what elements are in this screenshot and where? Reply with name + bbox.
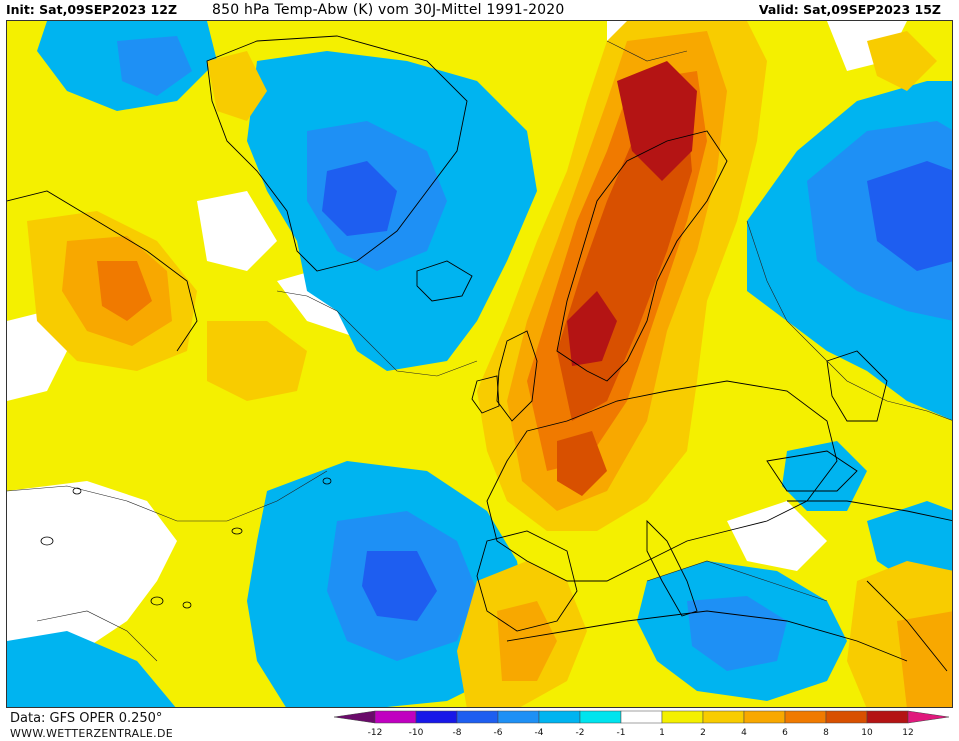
legend-tick-label: -1 <box>617 728 626 738</box>
legend-tick-label: 6 <box>782 728 788 738</box>
positive-anomaly-zones <box>27 21 952 707</box>
legend-tick-label: -4 <box>535 728 544 738</box>
data-source-label: Data: GFS OPER 0.250° <box>10 711 163 726</box>
legend-swatch <box>661 710 704 724</box>
legend-swatch <box>866 710 909 724</box>
legend-swatch <box>702 710 745 724</box>
map-header: Init: Sat,09SEP2023 12Z 850 hPa Temp-Abw… <box>0 0 959 20</box>
legend-swatch <box>415 710 458 724</box>
legend-tick-label: 2 <box>700 728 706 738</box>
contour-lines <box>7 40 952 662</box>
legend-tick-label: 8 <box>823 728 829 738</box>
legend-swatch <box>784 710 827 724</box>
legend-tick-label: -6 <box>494 728 503 738</box>
legend-swatch <box>538 710 581 724</box>
temperature-anomaly-map <box>6 20 953 708</box>
legend-swatch <box>456 710 499 724</box>
legend-tick-label: 1 <box>659 728 665 738</box>
map-footer: Data: GFS OPER 0.250° WWW.WETTERZENTRALE… <box>0 708 959 741</box>
negative-anomaly-zones <box>7 21 952 707</box>
coastlines <box>7 35 952 672</box>
color-legend: -12 -10 -8 -6 -4 -2 -1 1 2 4 6 8 10 12 <box>333 710 950 738</box>
init-time-label: Init: Sat,09SEP2023 12Z <box>6 2 178 17</box>
legend-tick-label: -10 <box>409 728 424 738</box>
legend-tick-label: 4 <box>741 728 747 738</box>
valid-time-label: Valid: Sat,09SEP2023 15Z <box>758 2 941 17</box>
legend-tick-label: 10 <box>861 728 873 738</box>
legend-tick-label: -2 <box>576 728 585 738</box>
legend-swatch <box>333 710 376 724</box>
legend-swatch <box>497 710 540 724</box>
anomaly-field <box>7 21 952 707</box>
legend-tick-label: -12 <box>368 728 383 738</box>
legend-swatch <box>907 710 950 724</box>
map-title: 850 hPa Temp-Abw (K) vom 30J-Mittel 1991… <box>212 2 565 18</box>
legend-swatch <box>579 710 622 724</box>
legend-swatch <box>620 710 663 724</box>
website-label: WWW.WETTERZENTRALE.DE <box>10 727 173 740</box>
legend-swatch <box>743 710 786 724</box>
legend-tick-label: -8 <box>453 728 462 738</box>
legend-swatch <box>374 710 417 724</box>
island-markers <box>40 477 332 609</box>
legend-tick-label: 12 <box>902 728 913 738</box>
legend-swatch <box>825 710 868 724</box>
